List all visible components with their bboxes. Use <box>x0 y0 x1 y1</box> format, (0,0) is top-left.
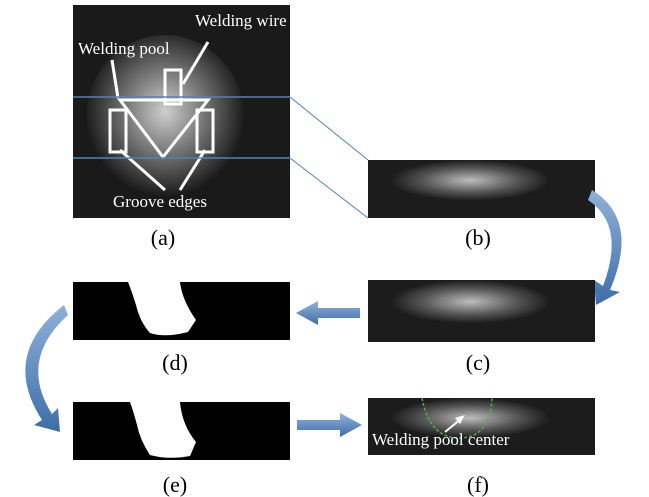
figure: Welding wire Welding pool Groove edges (… <box>0 0 649 497</box>
crop-link <box>290 158 368 218</box>
image-b <box>368 160 595 218</box>
annotation: Groove edges <box>113 192 207 211</box>
annotation: Welding wire <box>195 11 287 30</box>
panel-label: (f) <box>467 472 489 497</box>
crop-link <box>290 97 368 160</box>
flow-arrow <box>25 305 68 432</box>
flow-arrow <box>296 301 360 325</box>
flow-arrow <box>297 413 362 437</box>
panel-label: (a) <box>151 225 175 250</box>
panel-label: (b) <box>465 225 491 250</box>
panel-label: (c) <box>466 350 490 375</box>
panel-label: (d) <box>162 350 188 375</box>
panel-label: (e) <box>163 472 187 497</box>
annotation: Welding pool <box>78 39 170 58</box>
annotation: Welding pool center <box>372 430 510 449</box>
page: Welding wire Welding pool Groove edges (… <box>0 0 649 497</box>
image-c <box>368 280 595 342</box>
